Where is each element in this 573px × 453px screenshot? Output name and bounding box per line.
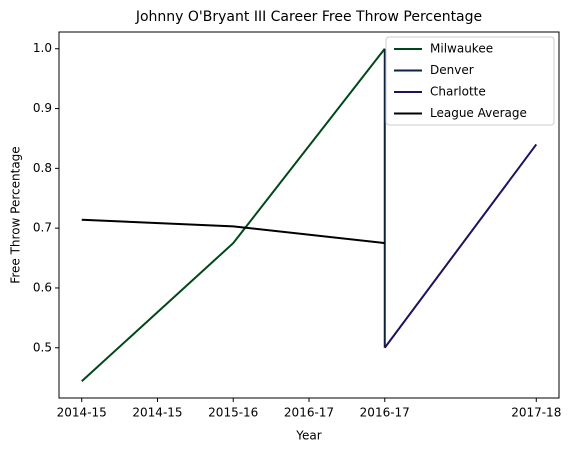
y-tick-label: 0.8 [33,161,52,175]
x-tick-label: 2014-15 [57,406,107,420]
line [81,218,385,245]
legend-label: Denver [430,63,474,77]
legend-label: League Average [430,106,527,120]
y-axis-label: Free Throw Percentage [9,146,23,283]
x-tick-label: 2016-17 [284,406,334,420]
x-axis-label: Year [295,429,321,443]
x-tick-label: 2017-18 [511,406,561,420]
y-tick-label: 0.7 [33,221,52,235]
x-tick-label: 2014-15 [132,406,182,420]
legend-label: Charlotte [430,85,486,99]
legend-label: Milwaukee [430,42,493,56]
legend-box [385,36,555,126]
y-tick-label: 0.9 [33,101,52,115]
chart-title: Johnny O'Bryant III Career Free Throw Pe… [135,9,482,25]
y-tick-label: 1.0 [33,41,52,55]
y-tick-label: 0.6 [33,280,52,294]
x-tick-label: 2016-17 [360,406,410,420]
x-tick-label: 2015-16 [208,406,258,420]
line [81,48,386,382]
axes-frame [58,31,560,399]
line [383,143,538,349]
y-tick-label: 0.5 [33,340,52,354]
